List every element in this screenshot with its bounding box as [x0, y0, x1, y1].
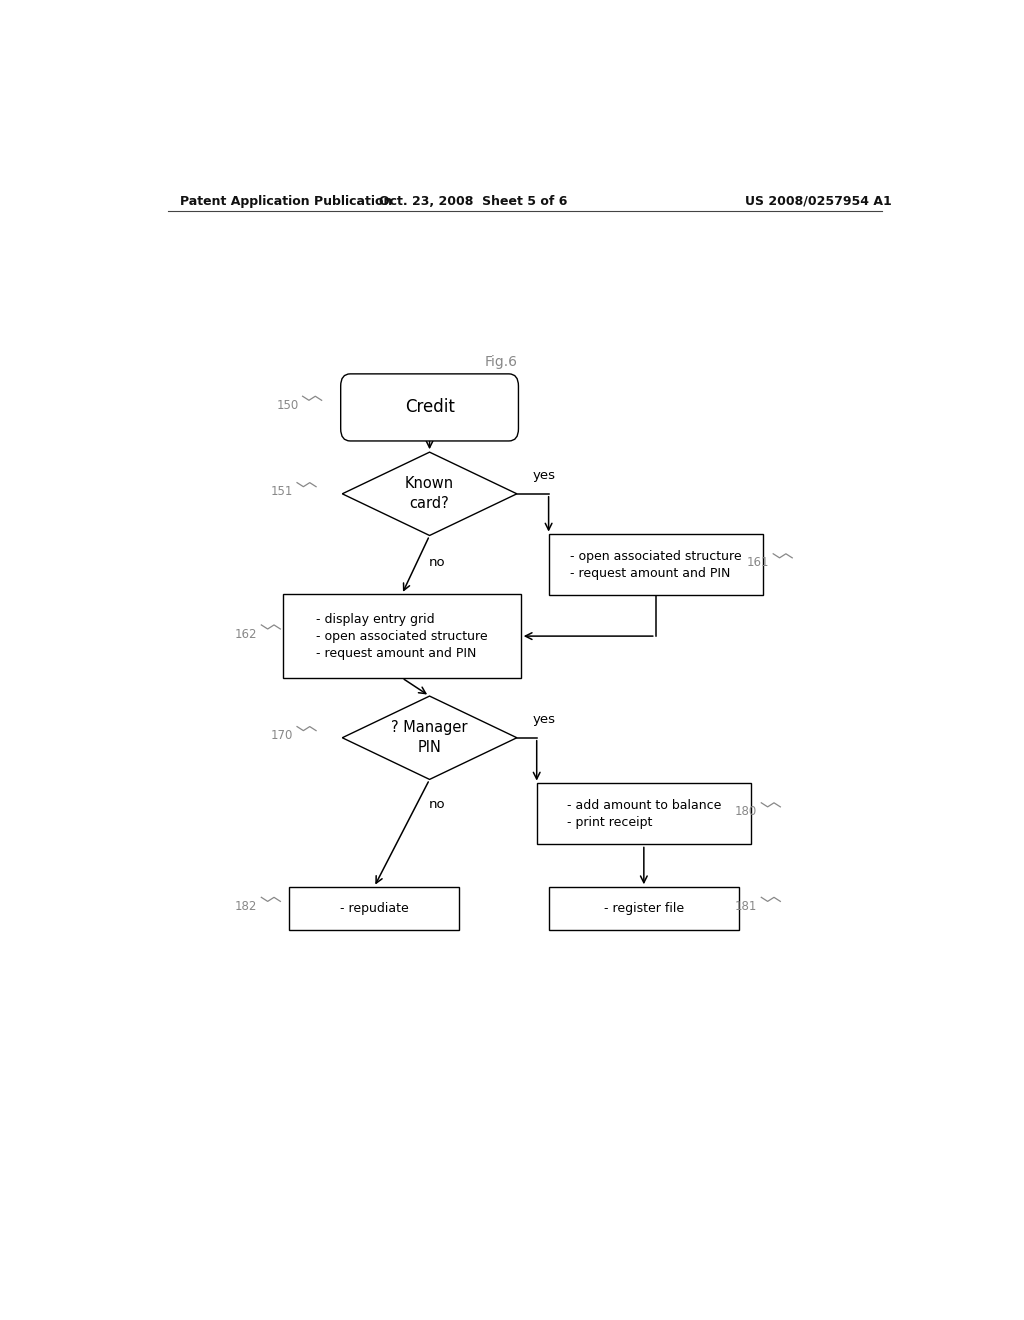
Text: US 2008/0257954 A1: US 2008/0257954 A1 — [745, 194, 892, 207]
Text: 161: 161 — [746, 557, 769, 569]
FancyBboxPatch shape — [549, 887, 739, 929]
Text: Patent Application Publication: Patent Application Publication — [179, 194, 392, 207]
Text: yes: yes — [532, 469, 556, 482]
Text: Oct. 23, 2008  Sheet 5 of 6: Oct. 23, 2008 Sheet 5 of 6 — [379, 194, 567, 207]
Text: 151: 151 — [270, 486, 293, 498]
FancyBboxPatch shape — [341, 374, 518, 441]
Text: 182: 182 — [234, 900, 257, 913]
Text: 150: 150 — [276, 399, 299, 412]
Text: 181: 181 — [735, 900, 758, 913]
FancyBboxPatch shape — [289, 887, 460, 929]
Text: - open associated structure
- request amount and PIN: - open associated structure - request am… — [570, 550, 741, 579]
Text: Known
card?: Known card? — [406, 477, 454, 511]
Text: Credit: Credit — [404, 399, 455, 416]
Text: 162: 162 — [234, 627, 257, 640]
FancyBboxPatch shape — [549, 535, 763, 595]
Polygon shape — [342, 696, 517, 779]
Text: 170: 170 — [270, 729, 293, 742]
Polygon shape — [342, 453, 517, 536]
Text: ? Manager
PIN: ? Manager PIN — [391, 721, 468, 755]
Text: 180: 180 — [735, 805, 758, 818]
Text: no: no — [429, 556, 445, 569]
Text: - add amount to balance
- print receipt: - add amount to balance - print receipt — [566, 799, 721, 829]
Text: - register file: - register file — [604, 902, 684, 915]
FancyBboxPatch shape — [283, 594, 521, 677]
Text: Fig.6: Fig.6 — [484, 355, 517, 368]
Text: - repudiate: - repudiate — [340, 902, 409, 915]
Text: - display entry grid
- open associated structure
- request amount and PIN: - display entry grid - open associated s… — [316, 612, 487, 660]
Text: yes: yes — [532, 713, 556, 726]
Text: no: no — [429, 797, 445, 810]
FancyBboxPatch shape — [537, 784, 751, 845]
